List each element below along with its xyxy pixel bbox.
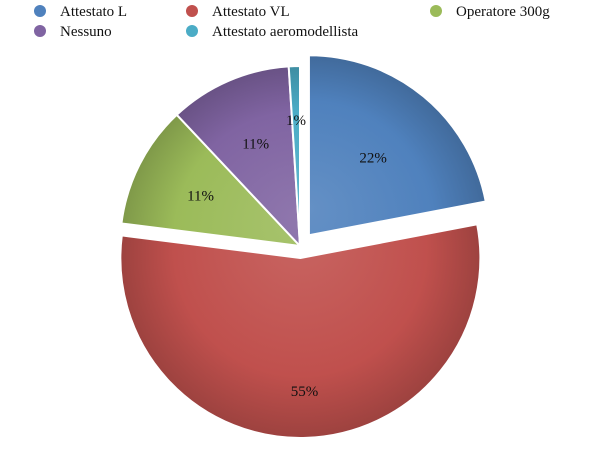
legend-marker-attestato-aeromodellista	[186, 25, 198, 37]
legend-marker-operatore-300g	[430, 5, 442, 17]
slice-label-attestato-vl: 55%	[291, 384, 319, 400]
legend-label-attestato-l: Attestato L	[60, 4, 127, 20]
slice-labels: 22% 55% 11% 11% 1%	[187, 113, 387, 400]
legend-marker-attestato-vl	[186, 5, 198, 17]
legend-item-nessuno: Nessuno	[34, 24, 112, 40]
slice-label-nessuno: 11%	[242, 137, 269, 153]
legend-label-attestato-aeromodellista: Attestato aeromodellista	[212, 24, 359, 40]
legend-marker-nessuno	[34, 25, 46, 37]
pie-slices	[119, 54, 487, 439]
legend-item-operatore-300g: Operatore 300g	[430, 4, 550, 20]
pie-slice-attestato-l	[307, 54, 487, 237]
pie-slice-operatore-300g	[120, 113, 301, 247]
pie-slice-nessuno	[175, 65, 301, 247]
slice-label-operatore-300g: 11%	[187, 188, 214, 204]
legend: Attestato L Attestato VL Operatore 300g Nes…	[34, 4, 550, 40]
legend-item-attestato-aeromodellista: Attestato aeromodellista	[186, 24, 359, 40]
slice-label-attestato-aeromodellista: 1%	[286, 113, 306, 129]
legend-marker-attestato-l	[34, 5, 46, 17]
slice-label-attestato-l: 22%	[359, 151, 387, 167]
pie-slice-attestato-vl	[119, 223, 482, 439]
legend-item-attestato-l: Attestato L	[34, 4, 127, 20]
legend-label-attestato-vl: Attestato VL	[212, 4, 290, 20]
legend-item-attestato-vl: Attestato VL	[186, 4, 290, 20]
legend-label-nessuno: Nessuno	[60, 24, 112, 40]
pie-slice-attestato-aeromodellista	[287, 65, 301, 247]
legend-label-operatore-300g: Operatore 300g	[456, 4, 550, 20]
